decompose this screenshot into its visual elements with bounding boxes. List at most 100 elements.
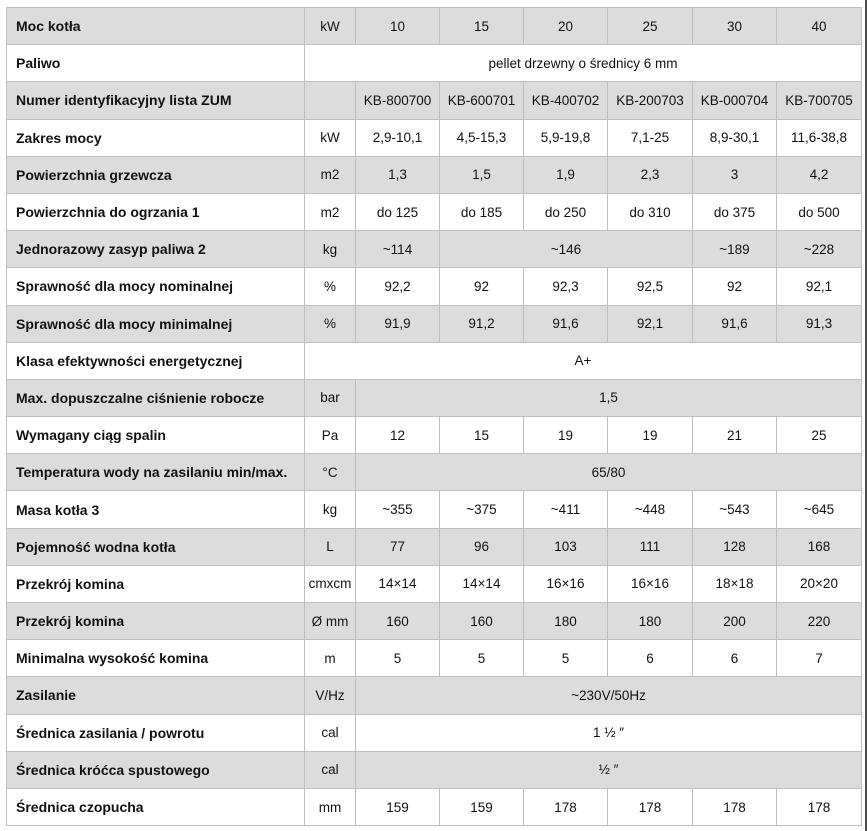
value-cell: 14×14 — [355, 564, 440, 604]
row-label: Średnica króćca spustowego — [6, 750, 305, 789]
unit-cell: m2 — [304, 192, 356, 232]
value-cell: 1,3 — [355, 155, 440, 194]
row-label: Paliwo — [6, 44, 305, 83]
value-cell: 25 — [607, 6, 693, 46]
value-cell: 21 — [692, 416, 777, 455]
row-label: Średnica czopucha — [6, 787, 305, 827]
unit-cell: Pa — [304, 416, 356, 455]
value-cell: 180 — [523, 601, 608, 641]
table-row: Numer identyfikacyjny lista ZUM KB-80070… — [6, 81, 862, 120]
value-cell: 5 — [355, 639, 440, 678]
value-cell: 25 — [776, 416, 862, 455]
value-cell: 91,9 — [355, 304, 440, 343]
right-edge-border — [865, 0, 867, 831]
value-cell: 91,3 — [776, 304, 862, 343]
table-row: Średnica czopucha mm 159 159 178 178 178… — [6, 787, 862, 827]
row-label: Klasa efektywności energetycznej — [6, 341, 305, 380]
value-cell: 18×18 — [692, 564, 777, 604]
value-cell: 178 — [523, 787, 608, 827]
value-cell: 160 — [439, 601, 524, 641]
unit-cell: kg — [304, 490, 356, 529]
value-cell: 20×20 — [776, 564, 862, 604]
row-label: Jednorazowy zasyp paliwa 2 — [6, 230, 305, 269]
value-cell: 15 — [439, 416, 524, 455]
value-cell: do 125 — [355, 192, 440, 232]
row-label: Zakres mocy — [6, 118, 305, 157]
value-cell: 2,3 — [607, 155, 693, 194]
row-label: Przekrój komina — [6, 564, 305, 604]
value-cell: 92 — [439, 267, 524, 306]
value-cell: ~114 — [355, 230, 440, 269]
value-cell: 168 — [776, 527, 862, 566]
value-cell: 178 — [776, 787, 862, 827]
value-cell: 1,9 — [523, 155, 608, 194]
merged-value-cell: pellet drzewny o średnicy 6 mm — [304, 44, 862, 83]
value-cell: do 310 — [607, 192, 693, 232]
value-cell: 5,9-19,8 — [523, 118, 608, 157]
unit-cell: bar — [304, 378, 356, 418]
row-label: Sprawność dla mocy minimalnej — [6, 304, 305, 343]
value-cell: 2,9-10,1 — [355, 118, 440, 157]
merged-value-cell: 65/80 — [355, 453, 862, 492]
unit-cell: % — [304, 267, 356, 306]
value-cell: 20 — [523, 6, 608, 46]
value-cell: 128 — [692, 527, 777, 566]
table-row: Zasilanie V/Hz ~230V/50Hz — [6, 676, 862, 715]
value-cell: do 500 — [776, 192, 862, 232]
value-cell: ~228 — [776, 230, 862, 269]
value-cell: 19 — [523, 416, 608, 455]
unit-cell: °C — [304, 453, 356, 492]
unit-cell: m2 — [304, 155, 356, 194]
table-row: Powierzchnia grzewcza m2 1,3 1,5 1,9 2,3… — [6, 155, 862, 194]
table-row: Masa kotła 3 kg ~355 ~375 ~411 ~448 ~543… — [6, 490, 862, 529]
value-cell: 103 — [523, 527, 608, 566]
unit-cell: m — [304, 639, 356, 678]
merged-value-cell: 1 ½ ″ — [355, 713, 862, 752]
table-row: Średnica zasilania / powrotu cal 1 ½ ″ — [6, 713, 862, 752]
value-cell: 5 — [523, 639, 608, 678]
value-cell: 96 — [439, 527, 524, 566]
value-cell: ~448 — [607, 490, 693, 529]
value-cell: 12 — [355, 416, 440, 455]
row-label: Max. dopuszczalne ciśnienie robocze — [6, 378, 305, 418]
row-label: Wymagany ciąg spalin — [6, 416, 305, 455]
value-cell: 178 — [692, 787, 777, 827]
value-cell: 91,6 — [692, 304, 777, 343]
value-cell: ~146 — [439, 230, 693, 269]
boiler-specification-table: Moc kotła kW 10 15 20 25 30 40 Paliwo pe… — [6, 6, 862, 827]
value-cell: ~355 — [355, 490, 440, 529]
unit-cell — [304, 81, 356, 120]
value-cell: 4,2 — [776, 155, 862, 194]
value-cell: 7 — [776, 639, 862, 678]
value-cell: 7,1-25 — [607, 118, 693, 157]
table-row: Max. dopuszczalne ciśnienie robocze bar … — [6, 378, 862, 418]
value-cell: 220 — [776, 601, 862, 641]
value-cell: ~375 — [439, 490, 524, 529]
value-cell: 15 — [439, 6, 524, 46]
row-label: Masa kotła 3 — [6, 490, 305, 529]
row-label: Minimalna wysokość komina — [6, 639, 305, 678]
unit-cell: mm — [304, 787, 356, 827]
row-label: Moc kotła — [6, 6, 305, 46]
row-label: Sprawność dla mocy nominalnej — [6, 267, 305, 306]
table-row: Przekrój komina Ø mm 160 160 180 180 200… — [6, 601, 862, 641]
value-cell: 8,9-30,1 — [692, 118, 777, 157]
value-cell: 178 — [607, 787, 693, 827]
value-cell: 92,1 — [776, 267, 862, 306]
value-cell: 19 — [607, 416, 693, 455]
value-cell: ~645 — [776, 490, 862, 529]
value-cell: 160 — [355, 601, 440, 641]
value-cell: ~411 — [523, 490, 608, 529]
value-cell: 92,2 — [355, 267, 440, 306]
value-cell: 111 — [607, 527, 693, 566]
value-cell: KB-400702 — [523, 81, 608, 120]
table-row: Przekrój komina cmxcm 14×14 14×14 16×16 … — [6, 564, 862, 604]
value-cell: 91,6 — [523, 304, 608, 343]
value-cell: 5 — [439, 639, 524, 678]
value-cell: 91,2 — [439, 304, 524, 343]
value-cell: 180 — [607, 601, 693, 641]
value-cell: 6 — [692, 639, 777, 678]
table-row: Średnica króćca spustowego cal ½ ″ — [6, 750, 862, 789]
value-cell: 14×14 — [439, 564, 524, 604]
merged-value-cell: ~230V/50Hz — [355, 676, 862, 715]
